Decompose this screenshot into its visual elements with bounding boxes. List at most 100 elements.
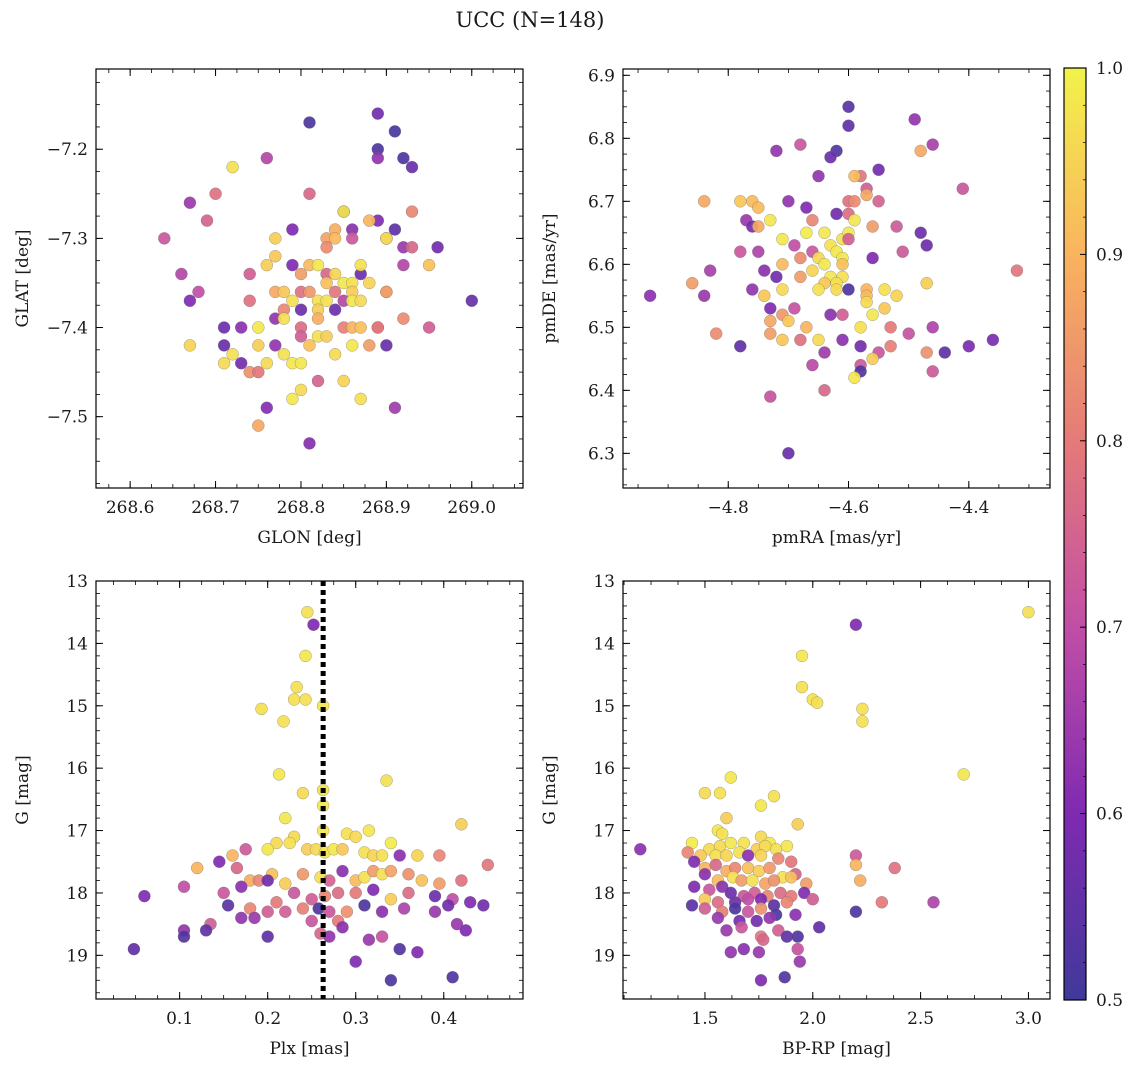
scatter-point xyxy=(709,327,723,340)
scatter-point xyxy=(784,855,798,868)
scatter-point xyxy=(791,930,804,943)
scatter-point xyxy=(303,116,316,129)
scatter-point xyxy=(795,649,809,663)
scatter-point xyxy=(277,312,291,325)
scatter-point xyxy=(878,283,891,296)
scatter-point xyxy=(849,905,863,918)
scatter-point xyxy=(375,930,389,943)
scatter-point xyxy=(433,877,446,890)
scatter-point xyxy=(754,902,768,915)
scatter-point xyxy=(776,283,789,296)
scatter-point xyxy=(758,264,771,277)
scatter-point xyxy=(713,786,727,800)
scatter-point xyxy=(294,383,308,397)
scatter-point xyxy=(349,830,362,844)
y-tick-label: 16 xyxy=(66,759,88,779)
scatter-point xyxy=(405,241,419,254)
scatter-point xyxy=(286,223,299,236)
scatter-point xyxy=(279,905,292,918)
scatter-point xyxy=(252,339,265,352)
scatter-point xyxy=(337,374,350,388)
scatter-point xyxy=(888,861,901,875)
scatter-point xyxy=(248,911,261,925)
scatter-point xyxy=(269,249,282,263)
x-tick-label: 268.7 xyxy=(191,498,240,518)
scatter-point xyxy=(788,302,801,315)
scatter-point xyxy=(884,339,897,353)
x-tick-label: 268.6 xyxy=(106,498,155,518)
scatter-point xyxy=(294,303,308,316)
scatter-point xyxy=(371,321,385,334)
scatter-point xyxy=(715,880,729,893)
scatter-point xyxy=(938,346,952,359)
scatter-points xyxy=(634,605,1035,987)
scatter-point xyxy=(299,649,312,663)
scatter-point xyxy=(235,880,248,893)
scatter-point xyxy=(345,339,359,352)
scatter-point xyxy=(986,333,1000,347)
scatter-point xyxy=(795,680,809,694)
x-tick-label: 0.2 xyxy=(254,1009,281,1029)
scatter-point xyxy=(234,321,248,334)
scatter-point xyxy=(358,871,371,884)
scatter-point xyxy=(853,874,867,887)
scatter-point xyxy=(371,151,385,165)
scatter-point xyxy=(405,205,419,218)
x-axis-label: GLON [deg] xyxy=(257,528,361,548)
scatter-point xyxy=(856,702,869,716)
scatter-point xyxy=(920,276,933,290)
scatter-point xyxy=(878,302,891,315)
x-tick-label: −4.8 xyxy=(708,498,749,518)
scatter-point xyxy=(455,874,468,887)
scatter-point xyxy=(818,384,831,397)
scatter-point xyxy=(290,680,303,694)
scatter-point xyxy=(856,715,869,728)
scatter-point xyxy=(794,138,807,151)
scatter-point xyxy=(337,205,350,218)
x-tick-label: 0.4 xyxy=(430,1009,457,1029)
scatter-point xyxy=(849,618,863,631)
scatter-point xyxy=(320,330,333,343)
scatter-point xyxy=(272,768,286,781)
scatter-point xyxy=(791,818,804,831)
scatter-point xyxy=(450,917,464,931)
scatter-point xyxy=(812,283,825,296)
scatter-point xyxy=(323,905,336,918)
scatter-point xyxy=(328,303,342,316)
scatter-point xyxy=(402,867,415,881)
scatter-point xyxy=(767,874,781,887)
scatter-point xyxy=(465,294,479,308)
axes-frame xyxy=(95,68,524,489)
scatter-points xyxy=(127,605,495,987)
scatter-point xyxy=(303,339,316,352)
scatter-point xyxy=(311,374,325,388)
x-tick-label: −4.6 xyxy=(828,498,869,518)
scatter-point xyxy=(703,264,717,277)
scatter-point xyxy=(192,285,205,299)
scatter-point xyxy=(794,333,807,347)
scatter-point xyxy=(411,945,424,959)
scatter-point xyxy=(842,119,855,132)
scatter-point xyxy=(209,187,222,201)
scatter-point xyxy=(926,365,939,378)
scatter-point xyxy=(836,333,849,347)
scatter-point xyxy=(890,220,903,233)
scatter-point xyxy=(277,285,291,299)
scatter-point xyxy=(746,283,759,296)
scatter-point xyxy=(384,974,398,987)
scatter-point xyxy=(788,239,801,252)
scatter-point xyxy=(806,892,820,906)
scatter-point xyxy=(724,771,738,784)
scatter-point xyxy=(908,113,921,126)
scatter-point xyxy=(767,789,781,803)
scatter-point xyxy=(752,201,765,214)
scatter-point xyxy=(812,333,825,347)
scatter-point xyxy=(746,874,759,887)
scatter-point xyxy=(800,321,813,334)
axes-frame xyxy=(95,580,524,1000)
scatter-point xyxy=(243,294,256,308)
scatter-point xyxy=(890,289,903,303)
scatter-point xyxy=(127,942,141,956)
scatter-point xyxy=(255,702,268,716)
scatter-point xyxy=(756,933,770,946)
